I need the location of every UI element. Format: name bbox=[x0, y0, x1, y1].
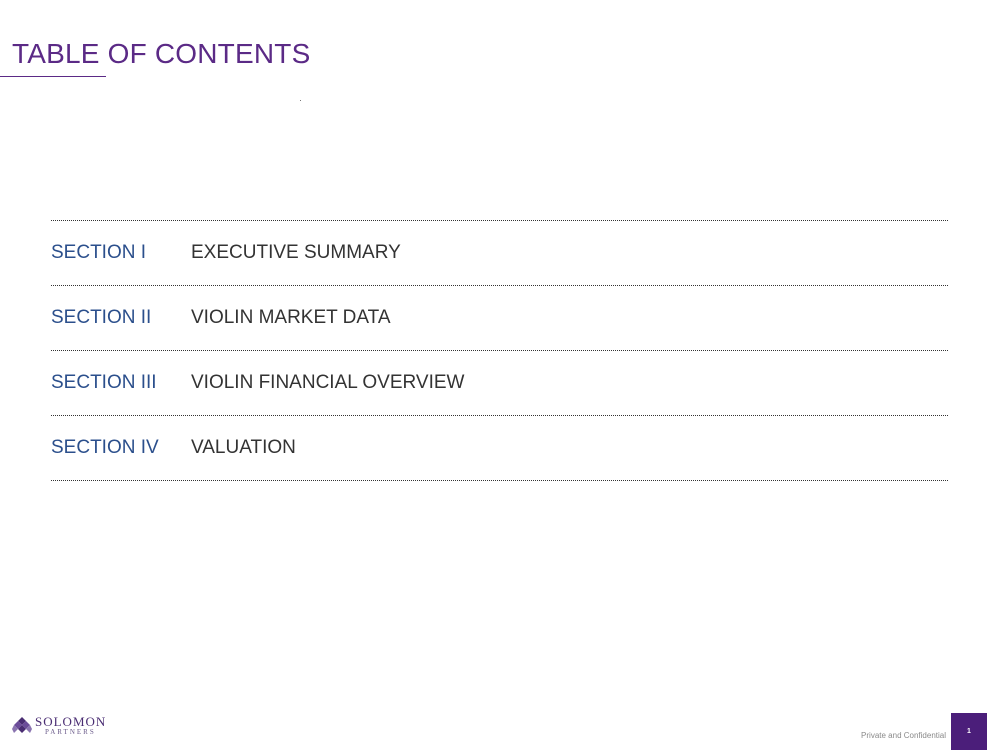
logo-subtitle: PARTNERS bbox=[45, 728, 96, 736]
toc-section-label: SECTION IV bbox=[51, 437, 159, 458]
logo-name: SOLOMON bbox=[35, 714, 107, 729]
toc-divider bbox=[51, 415, 948, 416]
stray-dot bbox=[300, 100, 301, 101]
toc-divider bbox=[51, 350, 948, 351]
logo-mark-icon bbox=[12, 716, 32, 733]
title-underline bbox=[0, 76, 106, 77]
toc-section-name: VIOLIN MARKET DATA bbox=[191, 307, 391, 328]
toc-section-label: SECTION I bbox=[51, 242, 147, 263]
page-title: TABLE OF CONTENTS bbox=[12, 38, 311, 69]
table-of-contents: SECTION I EXECUTIVE SUMMARY SECTION II V… bbox=[51, 220, 948, 481]
page-number: 1 bbox=[967, 728, 971, 735]
toc-item-section-2[interactable]: SECTION II VIOLIN MARKET DATA bbox=[51, 286, 948, 350]
solomon-partners-logo: SOLOMON PARTNERS bbox=[12, 715, 106, 736]
toc-divider bbox=[51, 220, 948, 221]
confidential-note: Private and Confidential bbox=[861, 731, 946, 740]
toc-divider bbox=[51, 285, 948, 286]
toc-section-label: SECTION III bbox=[51, 372, 157, 393]
toc-section-name: VIOLIN FINANCIAL OVERVIEW bbox=[191, 372, 465, 393]
toc-item-section-4[interactable]: SECTION IV VALUATION bbox=[51, 416, 948, 480]
toc-section-name: VALUATION bbox=[191, 437, 296, 458]
toc-item-section-1[interactable]: SECTION I EXECUTIVE SUMMARY bbox=[51, 221, 948, 285]
toc-divider bbox=[51, 480, 948, 481]
page-number-box: 1 bbox=[951, 713, 987, 750]
toc-section-name: EXECUTIVE SUMMARY bbox=[191, 242, 401, 263]
toc-section-label: SECTION II bbox=[51, 307, 152, 328]
toc-item-section-3[interactable]: SECTION III VIOLIN FINANCIAL OVERVIEW bbox=[51, 351, 948, 415]
